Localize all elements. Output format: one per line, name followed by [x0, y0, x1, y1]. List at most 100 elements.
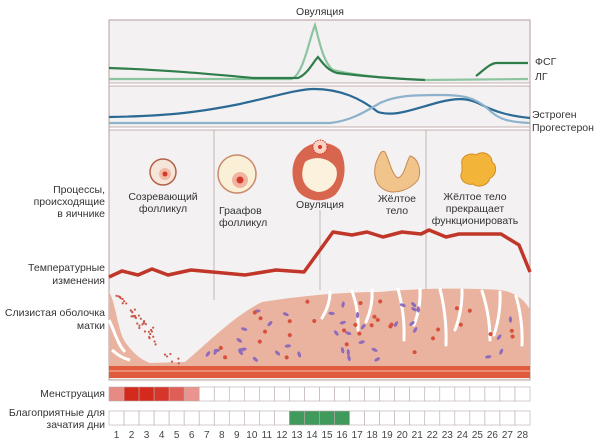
shed-tissue-dot	[177, 357, 180, 360]
gland-cell	[205, 351, 211, 357]
gland	[350, 289, 360, 332]
ovary-processes-label: происходящие	[34, 196, 106, 208]
shed-tissue-dot	[130, 315, 133, 318]
blood-vessel	[467, 308, 472, 313]
day-number: 4	[159, 430, 165, 441]
shed-tissue-dot	[144, 323, 147, 326]
menstruation-day-cell	[454, 386, 471, 402]
fertile-days-label: зачатия дни	[46, 419, 105, 431]
fertile-day-cell	[289, 410, 305, 426]
shed-tissue-dot	[133, 308, 136, 311]
menstruation-day-cell	[409, 386, 426, 402]
menstruation-day-cell	[484, 386, 501, 402]
menstruation-day-cell	[499, 386, 516, 402]
temperature-curve	[108, 228, 532, 279]
blood-vessel	[458, 322, 463, 327]
fertile-day-cell	[394, 410, 411, 426]
gland-cell	[346, 349, 350, 356]
gland	[438, 287, 448, 347]
shed-tissue-dot	[142, 320, 146, 323]
fertile-day-cell	[304, 410, 320, 426]
menstruation-day-cell	[259, 386, 275, 402]
menstruation-day-cell	[304, 386, 320, 402]
regressing-corpus-luteum-icon	[460, 152, 497, 187]
menstruation-day-cell	[319, 386, 335, 402]
gland-cell	[409, 321, 415, 326]
blood-vessel	[353, 322, 358, 327]
gland-cell	[241, 327, 248, 331]
gland-cell	[411, 302, 417, 308]
gland-cell	[339, 320, 346, 325]
menstruation-day-cell	[334, 386, 350, 402]
stage-label: Жёлтое	[378, 193, 416, 205]
blood-vessel	[287, 319, 292, 324]
day-number: 19	[382, 430, 394, 441]
shed-tissue-dot	[153, 340, 156, 343]
blood-vessel	[358, 301, 363, 306]
shed-tissue-dot	[125, 302, 128, 305]
gland-cell	[399, 303, 406, 308]
menstruation-day-cell	[183, 386, 200, 402]
panel-divider	[108, 126, 531, 131]
fertile-day-cell	[123, 410, 140, 426]
blood-vessel	[287, 333, 292, 338]
menstruation-row	[108, 386, 531, 402]
shed-tissue-dot	[150, 330, 154, 333]
blood-vessel	[258, 316, 263, 321]
gland-cell	[236, 338, 243, 343]
shed-tissue-dot	[121, 302, 124, 305]
estrogen-label: Эстроген	[532, 109, 577, 121]
temperature-label: изменения	[52, 275, 105, 287]
gland-cell	[340, 347, 345, 354]
gland	[320, 290, 332, 320]
menstruation-day-cell	[394, 386, 411, 402]
day-number: 6	[189, 430, 195, 441]
fertile-day-cell	[439, 410, 456, 426]
gland-cell	[371, 347, 378, 352]
fsh-curve	[108, 55, 528, 82]
gland-cell	[508, 316, 513, 323]
blood-vessel	[369, 323, 374, 328]
day-number: 27	[502, 430, 514, 441]
fertile-day-cell	[168, 410, 185, 426]
fertile-day-cell	[499, 410, 516, 426]
blood-vessel	[378, 299, 383, 304]
fertile-days-label: Благоприятные для	[9, 407, 105, 419]
fertile-day-cell	[379, 410, 395, 426]
menstruation-day-cell	[198, 386, 215, 402]
day-number: 25	[472, 430, 484, 441]
shed-tissue-dot	[170, 360, 174, 363]
gland-cell	[341, 301, 345, 308]
gland-cell	[274, 350, 281, 356]
menstruation-day-cell	[274, 386, 290, 402]
blood-vessel	[375, 317, 380, 322]
shed-tissue-dot	[138, 326, 141, 330]
menstruation-day-cell	[108, 386, 125, 402]
shed-tissue-dot	[115, 294, 118, 297]
stage-label: тело	[386, 205, 408, 217]
fertile-day-cell	[424, 410, 441, 426]
gland-cell	[355, 311, 360, 319]
day-number: 24	[457, 430, 469, 441]
stage-label: функционировать	[432, 215, 519, 227]
shed-tissue-dot	[177, 362, 180, 365]
shed-tissue-dot	[138, 324, 141, 327]
shed-tissue-dot	[131, 311, 134, 314]
day-number: 21	[412, 430, 424, 441]
blood-vessel	[312, 319, 317, 324]
stage-label: прекращает	[446, 203, 505, 215]
day-number: 12	[276, 430, 288, 441]
gland-cell	[347, 354, 351, 362]
stage-label: Жёлтое тело	[443, 191, 506, 203]
gland-cell	[284, 344, 292, 348]
gland-cell	[360, 323, 366, 330]
gland	[364, 288, 374, 324]
menstruation-day-cell	[349, 386, 365, 402]
fertile-day-cell	[364, 410, 380, 426]
menstruation-day-cell	[123, 386, 140, 402]
blood-vessel	[344, 342, 349, 347]
shed-tissue-dot	[163, 353, 167, 356]
blood-vessel	[431, 336, 436, 341]
ovulation-title: Овуляция	[296, 6, 344, 18]
menstruation-day-cell	[289, 386, 305, 402]
